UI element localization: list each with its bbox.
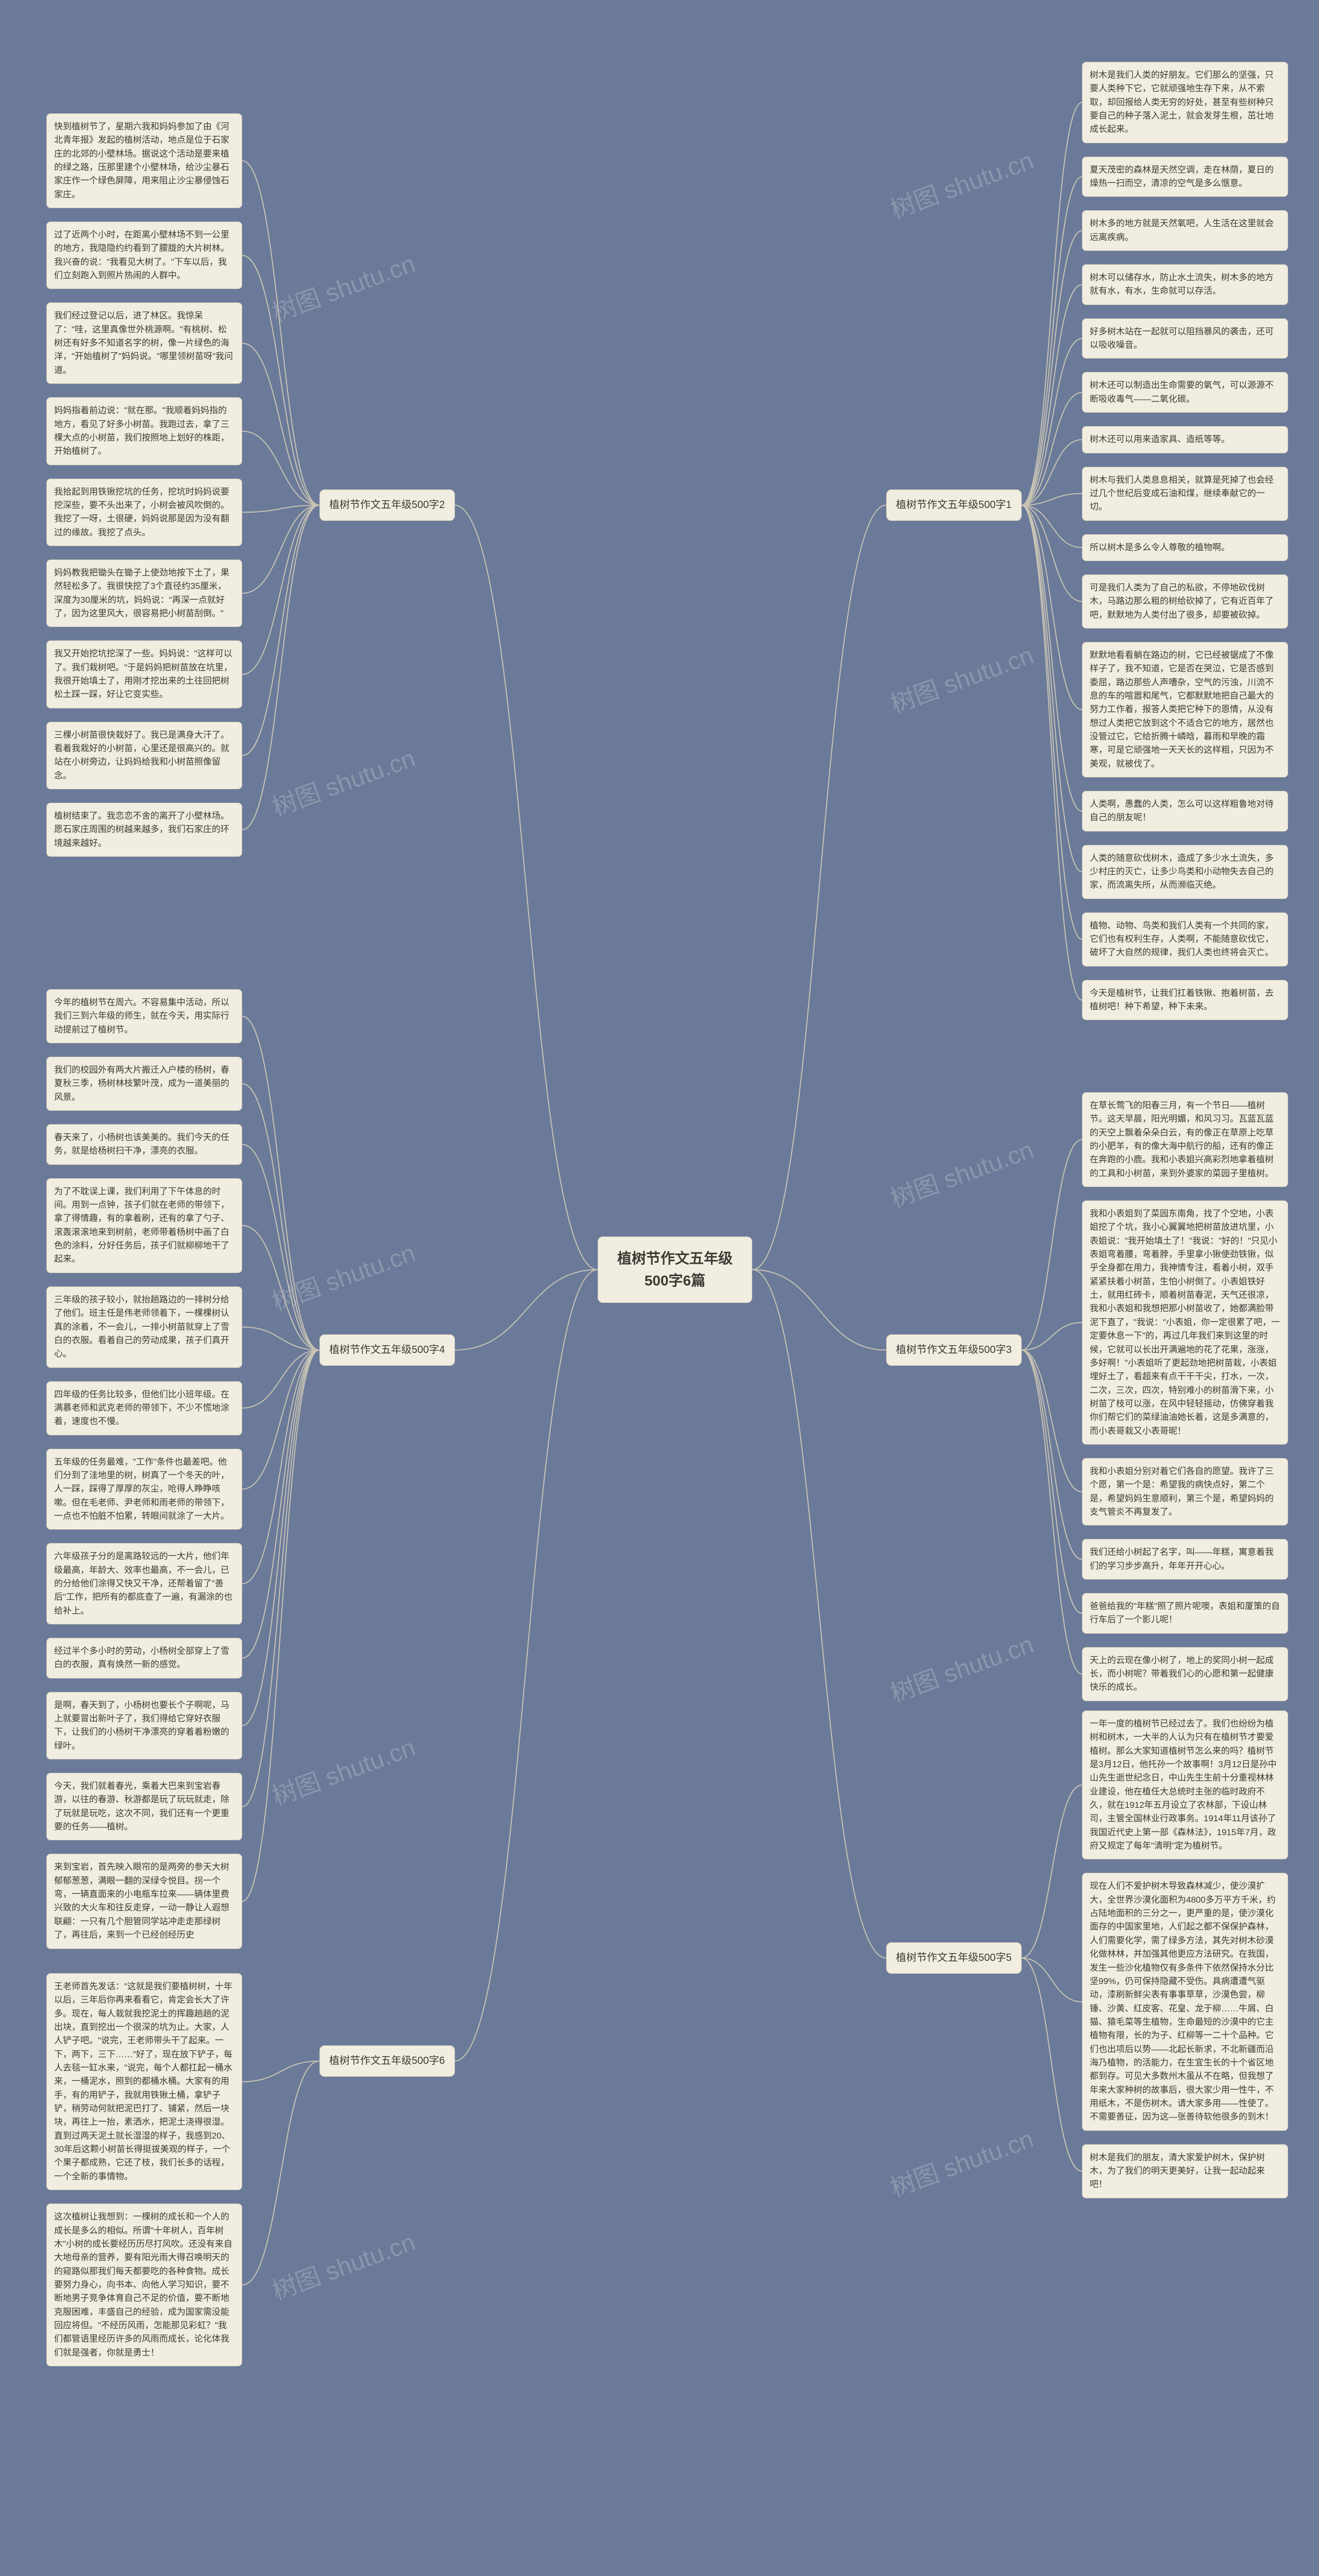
leaf-b6-1: 这次植树让我想到：一棵树的成长和一个人的成长是多么的相似。所谓"十年树人，百年树… <box>46 2204 242 2366</box>
watermark: 树图 shutu.cn <box>885 2119 1038 2204</box>
leaf-b4-1: 我们的校园外有两大片搬迁入户楼的杨树，春夏秋三季，杨树林枝繁叶茂，成为一道美丽的… <box>46 1057 242 1111</box>
watermark: 树图 shutu.cn <box>266 738 419 823</box>
leaf-b4-8: 经过半个多小时的劳动，小杨树全部穿上了雪白的衣服，真有焕然一新的感觉。 <box>46 1638 242 1679</box>
branch-b2: 植树节作文五年级500字2 <box>319 489 455 521</box>
leaf-b1-12: 人类的随意砍伐树木，造成了多少水土流失，多少村庄的灭亡，让多少鸟类和小动物失去自… <box>1082 845 1288 899</box>
leaf-b1-6: 树木还可以用来造家具、造纸等等。 <box>1082 426 1288 453</box>
leaf-column-b4: 今年的植树节在周六。不容易集中活动，所以我们三到六年级的师生，就在今天，用实际行… <box>46 989 242 1962</box>
leaf-b4-5: 四年级的任务比较多，但他们比小班年级。在满慕老师和武克老师的带领下，不少不慌地涂… <box>46 1381 242 1435</box>
watermark: 树图 shutu.cn <box>266 2222 419 2307</box>
leaf-b1-3: 树木可以储存水，防止水土流失，树木多的地方就有水，有水，生命就可以存活。 <box>1082 264 1288 305</box>
leaf-b2-8: 植树结束了。我恋恋不舍的离开了小壁林场。愿石家庄周围的树越来越多，我们石家庄的环… <box>46 803 242 857</box>
watermark: 树图 shutu.cn <box>885 635 1038 720</box>
watermark: 树图 shutu.cn <box>885 1129 1038 1214</box>
leaf-b2-3: 妈妈指着前边说："就在那。"我顺着妈妈指的地方，看见了好多小树苗。我跑过去，拿了… <box>46 397 242 465</box>
leaf-b4-11: 来到宝岩，首先映入眼帘的是两旁的参天大树郁郁葱葱，满眼一翻的深绿令悦目。拐一个弯… <box>46 1854 242 1948</box>
leaf-b2-1: 过了近两个小时，在距离小壁林场不到一公里的地方，我隐隐约约看到了朦胧的大片树林。… <box>46 222 242 289</box>
watermark: 树图 shutu.cn <box>266 243 419 328</box>
leaf-b6-0: 王老师首先发话："这就是我们要植树树，十年以后，三年后你再来看看它，肯定会长大了… <box>46 1973 242 2190</box>
leaf-column-b2: 快到植树节了，星期六我和妈妈参加了由《河北青年报》发起的植树活动，地点是位于石家… <box>46 113 242 870</box>
leaf-b1-0: 树木是我们人类的好朋友。它们那么的坚强，只要人类种下它，它就顽强地生存下来，从不… <box>1082 62 1288 143</box>
leaf-b1-9: 可是我们人类为了自己的私欲，不停地砍伐树木，马路边那么粗的树给砍掉了，它有近百年… <box>1082 574 1288 629</box>
leaf-b3-4: 爸爸给我的"年糕"照了照片呢噢，表姐和厦策的自行车后了一个影儿呢！ <box>1082 1593 1288 1634</box>
center-topic: 植树节作文五年级500字6篇 <box>598 1236 752 1303</box>
leaf-b4-2: 春天来了，小杨树也该美美的。我们今天的任务，就是给杨树扫干净，漂亮的衣服。 <box>46 1124 242 1165</box>
leaf-b4-0: 今年的植树节在周六。不容易集中活动，所以我们三到六年级的师生，就在今天，用实际行… <box>46 989 242 1043</box>
leaf-b3-5: 天上的云现在像小树了，地上的奖同小树一起成长，而小树呢？带着我们心的心愿和第一起… <box>1082 1647 1288 1701</box>
leaf-b2-6: 我又开始挖坑挖深了一些。妈妈说："这样可以了。我们栽树吧。"于是妈妈把树苗放在坑… <box>46 640 242 708</box>
leaf-column-b5: 一年一度的植树节已经过去了。我们也纷纷为植树和树木，一大半的人认为只有在植树节才… <box>1082 1710 1288 2212</box>
leaf-b1-14: 今天是植树节，让我们扛着铁锹、抱着树苗，去植树吧！种下希望，种下未来。 <box>1082 980 1288 1021</box>
branch-b5: 植树节作文五年级500字5 <box>886 1942 1022 1974</box>
leaf-b1-2: 树木多的地方就是天然氧吧，人生活在这里就会远离疾病。 <box>1082 210 1288 251</box>
leaf-b5-1: 现在人们不爱护树木导致森林减少，使沙漠扩大，全世界沙漠化面积为4800多万平方千… <box>1082 1873 1288 2130</box>
leaf-b1-1: 夏天茂密的森林是天然空调，走在林荫，夏日的燥热一扫而空，清凉的空气是多么惬意。 <box>1082 157 1288 197</box>
watermark: 树图 shutu.cn <box>266 1727 419 1812</box>
leaf-b5-0: 一年一度的植树节已经过去了。我们也纷纷为植树和树木，一大半的人认为只有在植树节才… <box>1082 1710 1288 1859</box>
leaf-b1-10: 默默地看看躺在路边的树，它已经被锯成了不像样子了，我不知道，它是否在哭泣，它是否… <box>1082 642 1288 777</box>
leaf-b4-3: 为了不耽误上课，我们利用了下午体息的时间。用到一点钟，孩子们就在老师的带领下，拿… <box>46 1178 242 1273</box>
leaf-b4-10: 今天，我们就着春光，乘着大巴来到宝岩春游，以往的春游、秋游都是玩了玩玩就走，除了… <box>46 1773 242 1840</box>
leaf-b4-7: 六年级孩子分的是离路较远的一大片，他们年级最高，年龄大、效率也最高，不一会儿，已… <box>46 1543 242 1624</box>
branch-b1: 植树节作文五年级500字1 <box>886 489 1022 521</box>
leaf-b1-5: 树木还可以制造出生命需要的氧气，可以源源不断吸收毒气——二氧化碳。 <box>1082 372 1288 413</box>
leaf-b1-4: 好多树木站在一起就可以阻挡暴风的袭击，还可以吸收噪音。 <box>1082 318 1288 359</box>
leaf-b2-5: 妈妈教我把锄头在锄子上使劲地按下土了，果然轻松多了。我很快挖了3个直径约35厘米… <box>46 560 242 627</box>
leaf-b4-4: 三年级的孩子较小，就抬趟路边的一排树分给了他们。班主任是伟老师领着下，一棵棵树认… <box>46 1286 242 1368</box>
leaf-column-b6: 王老师首先发话："这就是我们要植树树，十年以后，三年后你再来看看它，肯定会长大了… <box>46 1973 242 2380</box>
leaf-b2-4: 我拾起到用铁锹挖坑的任务，挖坑时妈妈说要挖深些，要不头出来了，小树会被风吹倒的。… <box>46 479 242 546</box>
leaf-b1-11: 人类啊，愚蠢的人类，怎么可以这样粗鲁地对待自己的朋友呢！ <box>1082 791 1288 832</box>
leaf-b4-9: 是啊，春天到了，小杨树也要长个子啊呢，马上就要冒出新叶子了，我们得给它穿好衣服下… <box>46 1692 242 1759</box>
leaf-b4-6: 五年级的任务最难，"工作"条件也最差吧。他们分到了洼地里的树，树真了一个冬天的叶… <box>46 1449 242 1530</box>
leaf-b2-2: 我们经过登记以后，进了林区。我惊呆了："哇，这里真像世外桃源啊。"有桃树、松树还… <box>46 302 242 384</box>
branch-b4: 植树节作文五年级500字4 <box>319 1334 455 1366</box>
leaf-b3-3: 我们还给小树起了名字，叫——年糕，寓意着我们的学习步步高升，年年开开心心。 <box>1082 1539 1288 1580</box>
leaf-b2-0: 快到植树节了，星期六我和妈妈参加了由《河北青年报》发起的植树活动，地点是位于石家… <box>46 113 242 208</box>
leaf-b3-0: 在草长莺飞的阳春三月，有一个节日——植树节。这天早晨，阳光明媚，和风习习。瓦蓝瓦… <box>1082 1092 1288 1187</box>
leaf-column-b1: 树木是我们人类的好朋友。它们那么的坚强，只要人类种下它，它就顽强地生存下来，从不… <box>1082 62 1288 1033</box>
leaf-b1-8: 所以树木是多么令人尊敬的植物啊。 <box>1082 534 1288 561</box>
leaf-b2-7: 三棵小树苗很快栽好了。我已是满身大汗了。看着我栽好的小树苗，心里还是很高兴的。就… <box>46 722 242 789</box>
branch-b6: 植树节作文五年级500字6 <box>319 2045 455 2077</box>
watermark: 树图 shutu.cn <box>266 1232 419 1317</box>
leaf-b1-7: 树木与我们人类息息相关，就算是死掉了也会经过几个世纪后变成石油和煤，继续奉献它的… <box>1082 467 1288 521</box>
branch-b3: 植树节作文五年级500字3 <box>886 1334 1022 1366</box>
watermark: 树图 shutu.cn <box>885 140 1038 225</box>
leaf-b3-1: 我和小表姐到了菜园东南角，找了个空地，小表姐挖了个坑，我小心翼翼地把树苗放进坑里… <box>1082 1200 1288 1445</box>
leaf-b5-2: 树木是我们的朋友，清大家爱护树木，保护树木，为了我们的明天更美好，让我一起动起来… <box>1082 2144 1288 2198</box>
leaf-b3-2: 我和小表姐分别对着它们各自的愿望。我许了三个愿，第一个是：希望我的病快点好，第二… <box>1082 1458 1288 1526</box>
leaf-b1-13: 植物、动物、鸟类和我们人类有一个共同的家，它们也有权利生存，人类啊，不能随意砍伐… <box>1082 912 1288 967</box>
leaf-column-b3: 在草长莺飞的阳春三月，有一个节日——植树节。这天早晨，阳光明媚，和风习习。瓦蓝瓦… <box>1082 1092 1288 1715</box>
watermark: 树图 shutu.cn <box>885 1624 1038 1709</box>
